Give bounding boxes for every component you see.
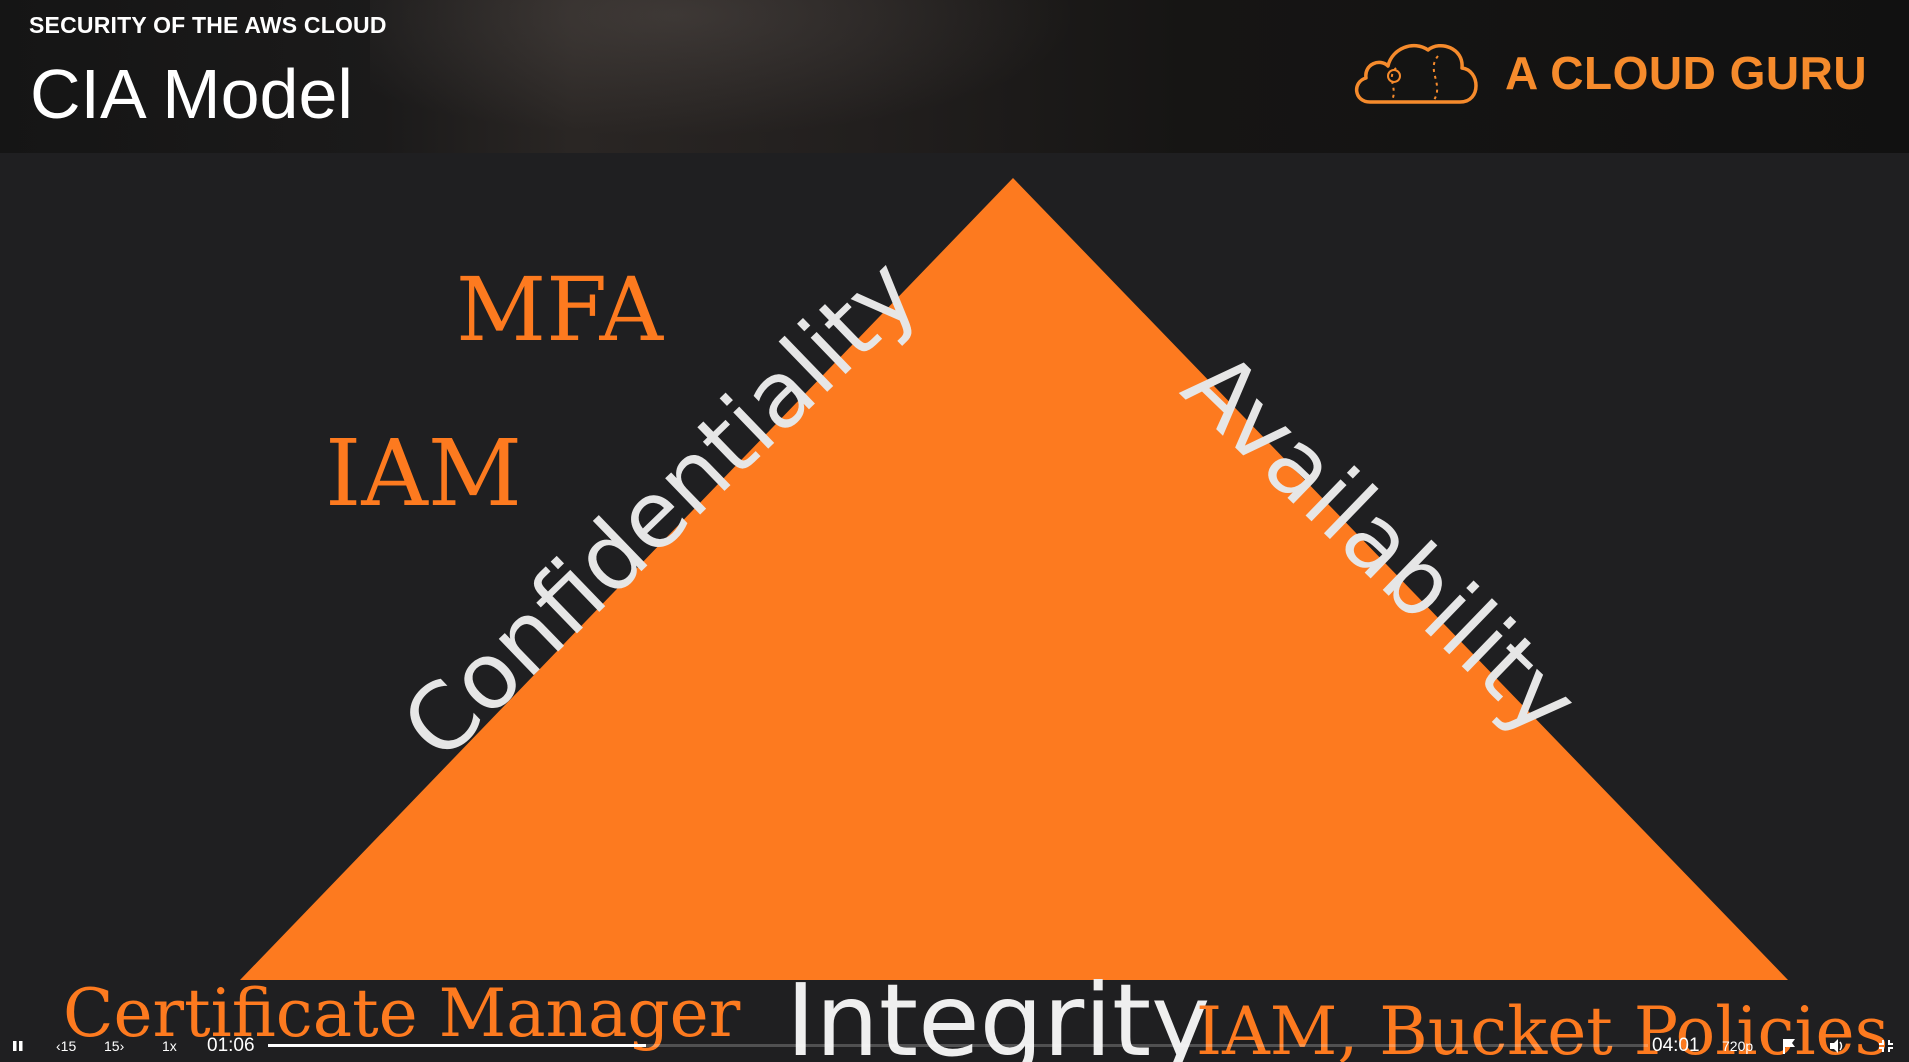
- presenter-video-background: [370, 0, 1130, 153]
- forward-15-button[interactable]: 15›: [104, 1030, 124, 1062]
- iam-label: IAM: [325, 420, 522, 527]
- slide-title: CIA Model: [30, 55, 353, 133]
- cloud-logo-icon: [1355, 44, 1478, 104]
- pause-icon: [13, 1041, 23, 1051]
- exit-fullscreen-icon: [1879, 1040, 1893, 1052]
- quality-button[interactable]: 720p: [1722, 1038, 1754, 1054]
- certificate-manager-label: Certificate Manager: [63, 975, 741, 1052]
- rewind-15-icon: ‹: [56, 1038, 61, 1054]
- flag-icon: [1783, 1039, 1795, 1054]
- playback-speed-button[interactable]: 1x: [162, 1038, 177, 1054]
- duration: 04:01: [1652, 1035, 1700, 1056]
- progress-fill: [268, 1044, 647, 1047]
- report-button[interactable]: [1780, 1030, 1798, 1062]
- pause-button[interactable]: [10, 1030, 26, 1062]
- forward-label: 15: [104, 1038, 120, 1054]
- rewind-label: 15: [60, 1038, 77, 1054]
- mfa-label: MFA: [456, 258, 664, 361]
- progress-bar[interactable]: [268, 1044, 1648, 1047]
- forward-15-icon: ›: [119, 1038, 125, 1054]
- integrity-label: Integrity: [786, 962, 1211, 1062]
- current-time: 01:06: [207, 1035, 255, 1056]
- iam-bucket-policies-label: IAM, Bucket Policies: [1196, 993, 1889, 1062]
- rewind-15-button[interactable]: ‹15: [56, 1030, 76, 1062]
- player-controls: ‹15 15› 1x 01:06 04:01 720p: [0, 1030, 1909, 1062]
- brand-name: A CLOUD GURU: [1505, 47, 1868, 99]
- course-title: SECURITY OF THE AWS CLOUD: [29, 12, 387, 38]
- volume-icon: [1830, 1039, 1843, 1053]
- slide-header: SECURITY OF THE AWS CLOUD CIA Model A CL…: [0, 0, 1909, 153]
- volume-button[interactable]: [1828, 1030, 1846, 1062]
- exit-fullscreen-button[interactable]: [1878, 1030, 1894, 1062]
